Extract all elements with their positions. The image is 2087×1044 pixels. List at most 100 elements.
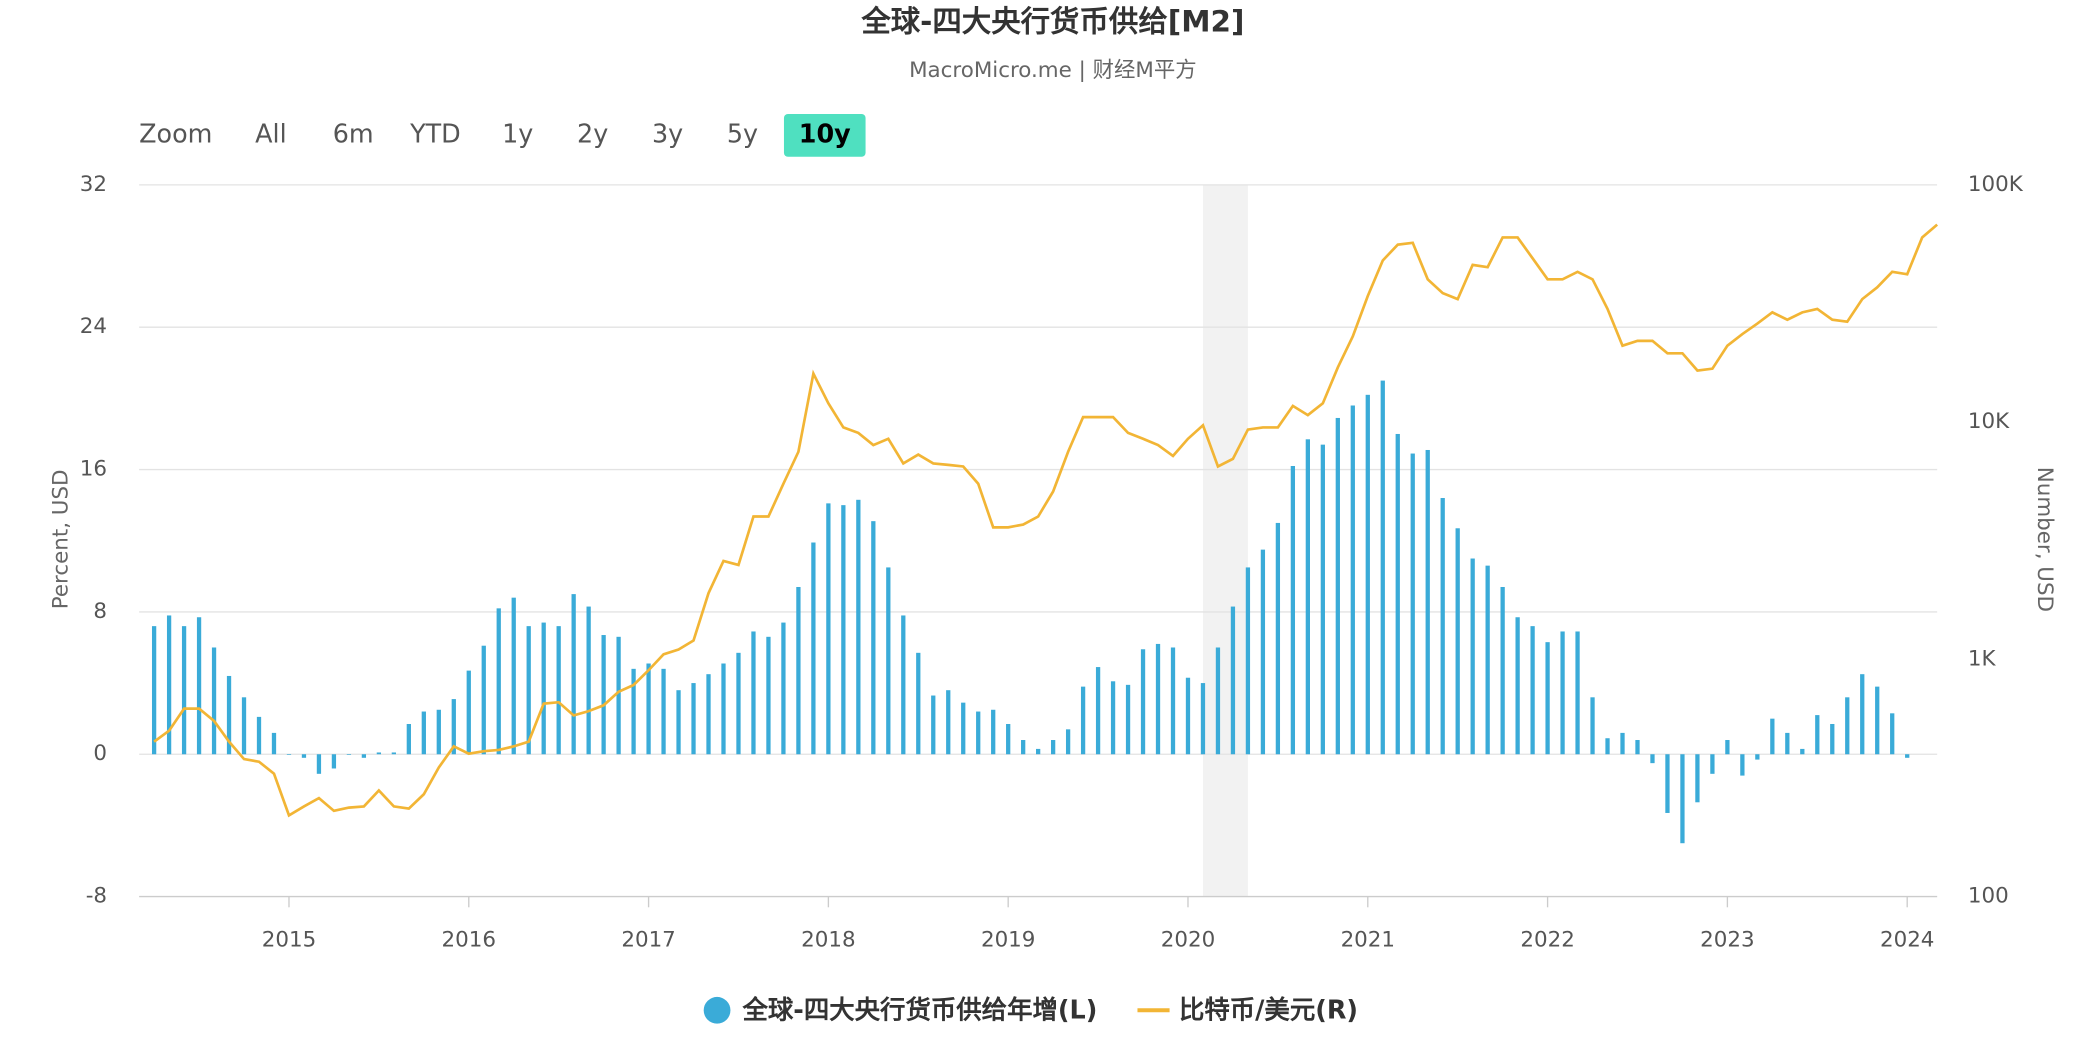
x-tick-label: 2023 <box>1700 928 1754 953</box>
bar <box>256 716 262 755</box>
bar <box>1740 754 1745 776</box>
bar <box>1290 465 1296 755</box>
chart-title: 全球-四大央行货币供给[M2] <box>860 4 1244 38</box>
bar <box>1155 643 1161 755</box>
bar <box>1605 738 1610 755</box>
range-button[interactable]: 6m <box>333 118 374 148</box>
bar <box>436 709 441 755</box>
bar <box>406 723 411 755</box>
bar <box>1680 754 1685 844</box>
bar <box>1395 433 1400 755</box>
bar <box>946 690 951 755</box>
x-tick-label: 2017 <box>621 928 675 953</box>
bar <box>691 683 696 755</box>
bar <box>181 626 187 755</box>
x-tick-label: 2018 <box>801 928 855 953</box>
range-button[interactable]: 1y <box>502 118 533 148</box>
bar <box>316 754 322 774</box>
range-button[interactable]: YTD <box>409 118 461 148</box>
bar <box>1170 647 1176 755</box>
legend-label[interactable]: 全球-四大央行货币供给年增(L) <box>741 995 1097 1025</box>
bar <box>226 675 232 755</box>
bar <box>646 663 651 755</box>
y2-tick-label: 10K <box>1968 409 2010 434</box>
bar <box>1365 394 1370 755</box>
bar <box>1425 449 1430 755</box>
bar <box>601 635 606 755</box>
x-tick-label: 2021 <box>1341 928 1395 953</box>
bar <box>1021 740 1026 755</box>
legend-label[interactable]: 比特币/美元(R) <box>1179 995 1358 1025</box>
x-tick-label: 2019 <box>981 928 1035 953</box>
bar <box>1545 642 1550 755</box>
bar <box>1185 677 1191 755</box>
bar <box>1530 626 1535 755</box>
bar <box>616 636 621 755</box>
bar <box>1036 748 1041 755</box>
bar <box>1305 439 1310 755</box>
bar <box>151 626 157 755</box>
range-button[interactable]: 2y <box>577 118 608 148</box>
bar <box>826 503 831 755</box>
bar <box>346 754 352 755</box>
y-tick-label: 32 <box>80 172 107 197</box>
y-tick-label: -8 <box>86 884 107 909</box>
bar <box>211 647 217 755</box>
y-tick-label: 24 <box>80 314 107 339</box>
bar <box>1695 754 1700 803</box>
bar <box>1665 754 1670 813</box>
line <box>153 223 1939 818</box>
range-buttons: All 6m YTD 1y 2y 3y 5y 10y <box>255 113 866 157</box>
range-button[interactable]: All <box>255 118 287 148</box>
bar <box>1335 417 1340 755</box>
zoom-label: Zoom <box>139 118 212 148</box>
bar <box>1320 444 1325 755</box>
range-button-bg[interactable] <box>783 113 866 157</box>
bar <box>481 645 486 755</box>
range-button[interactable]: 10y <box>799 118 851 148</box>
bar <box>376 752 382 755</box>
x-tick-label: 2022 <box>1520 928 1574 953</box>
bar <box>1755 754 1760 760</box>
range-button[interactable]: 3y <box>652 118 683 148</box>
bar <box>1515 617 1520 755</box>
bar <box>1710 754 1715 774</box>
x-tick-label: 2024 <box>1880 928 1934 953</box>
bar <box>976 711 981 755</box>
bar <box>1590 697 1595 755</box>
y-axis-title: Percent, USD <box>49 469 74 609</box>
bar <box>1410 453 1415 755</box>
bar <box>1575 631 1580 755</box>
bar <box>1875 686 1880 755</box>
x-tick-label: 2015 <box>262 928 316 953</box>
bar <box>721 663 726 755</box>
x-tick-label: 2016 <box>442 928 496 953</box>
bar <box>466 670 471 755</box>
bar <box>1800 748 1805 755</box>
bar <box>931 695 936 755</box>
bar <box>916 652 921 755</box>
y-tick-label: 16 <box>80 457 107 482</box>
bar <box>286 754 292 755</box>
bar <box>1905 754 1910 758</box>
bar <box>901 615 906 755</box>
y2-tick-label: 100 <box>1968 884 2009 909</box>
bar <box>1500 586 1505 755</box>
y2-tick-label: 1K <box>1968 646 1997 671</box>
bar <box>196 617 202 755</box>
bar <box>331 754 337 769</box>
bar <box>856 499 861 755</box>
bar <box>736 652 741 755</box>
bar <box>886 567 891 755</box>
bar <box>706 674 711 755</box>
bar <box>511 597 516 755</box>
bar <box>1065 729 1071 755</box>
bar <box>241 697 247 755</box>
bar <box>961 702 966 755</box>
bar <box>1470 558 1475 755</box>
bar <box>1440 498 1445 755</box>
bar <box>271 732 277 755</box>
bar <box>1006 723 1011 755</box>
range-button[interactable]: 5y <box>727 118 758 148</box>
bar <box>1380 380 1385 755</box>
